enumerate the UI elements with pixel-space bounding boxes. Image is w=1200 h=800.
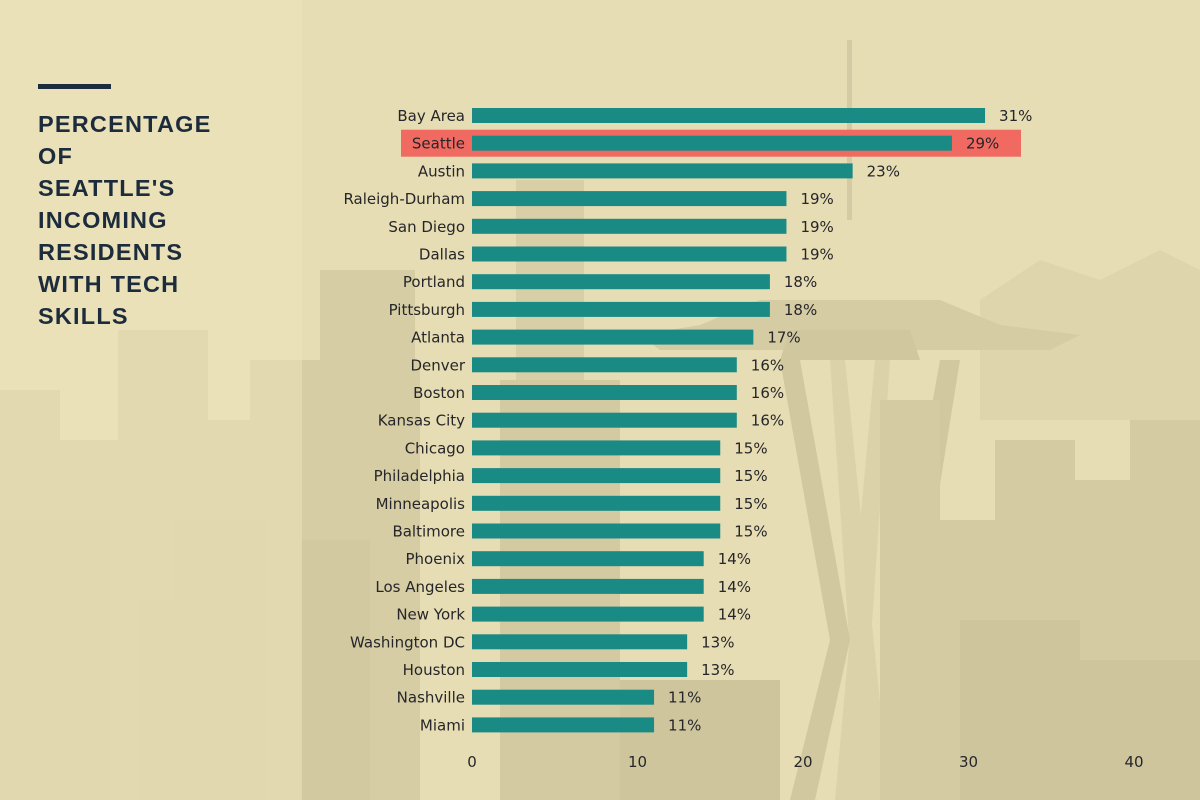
- value-label: 11%: [668, 689, 701, 707]
- bar: [472, 662, 688, 677]
- bar: [472, 218, 787, 234]
- title-panel: [0, 0, 302, 800]
- value-label: 19%: [800, 246, 833, 264]
- chart-title-line: OF: [38, 143, 74, 169]
- category-label: New York: [396, 606, 465, 624]
- bar: [472, 191, 787, 207]
- chart-title-line: SEATTLE'S: [38, 175, 176, 201]
- value-label: 19%: [800, 190, 833, 208]
- bar: [472, 689, 655, 705]
- bar: [472, 717, 655, 733]
- bar: [472, 357, 737, 373]
- bar: [472, 578, 704, 594]
- bar: [472, 385, 737, 400]
- value-label: 15%: [734, 467, 767, 485]
- value-label: 16%: [751, 356, 784, 374]
- chart-title-line: RESIDENTS: [38, 239, 184, 265]
- x-tick-label: 40: [1124, 753, 1143, 771]
- x-tick-label: 30: [959, 753, 978, 771]
- category-label: Portland: [403, 273, 465, 291]
- value-label: 15%: [734, 523, 767, 541]
- category-label: Philadelphia: [374, 467, 465, 485]
- category-label: Los Angeles: [375, 578, 465, 596]
- bar: [472, 246, 787, 262]
- title-rule: [38, 84, 111, 89]
- bar: [472, 135, 952, 151]
- category-label: Denver: [410, 356, 465, 374]
- category-label: Chicago: [405, 439, 465, 457]
- value-label: 15%: [734, 439, 767, 457]
- chart-title-line: PERCENTAGE: [38, 111, 212, 137]
- bar: [472, 523, 721, 539]
- bar: [472, 606, 704, 622]
- value-label: 14%: [718, 578, 751, 596]
- category-label: Kansas City: [378, 412, 465, 430]
- value-label: 14%: [718, 550, 751, 568]
- category-label: Dallas: [419, 246, 465, 264]
- category-label: Washington DC: [350, 633, 465, 651]
- value-label: 13%: [701, 633, 734, 651]
- bar: [472, 495, 721, 511]
- category-label: Phoenix: [405, 550, 465, 568]
- category-label: Raleigh-Durham: [343, 190, 465, 208]
- category-label: Austin: [418, 162, 465, 180]
- bar: [472, 163, 853, 179]
- value-label: 17%: [767, 329, 800, 347]
- category-label: Baltimore: [392, 523, 465, 541]
- value-label: 11%: [668, 716, 701, 734]
- value-label: 16%: [751, 384, 784, 402]
- value-label: 14%: [718, 606, 751, 624]
- value-label: 23%: [867, 162, 900, 180]
- category-label: Houston: [403, 661, 465, 679]
- chart-title: PERCENTAGE OF SEATTLE'S INCOMING RESIDENTS WI…: [38, 108, 278, 332]
- chart-title-line: WITH TECH: [38, 271, 180, 297]
- bar: [472, 274, 770, 290]
- chart-title-line: SKILLS: [38, 303, 129, 329]
- bar: [472, 634, 688, 650]
- value-label: 13%: [701, 661, 734, 679]
- value-label: 31%: [999, 107, 1032, 125]
- x-tick-label: 0: [467, 753, 477, 771]
- bar: [472, 301, 770, 317]
- bar: [472, 412, 737, 428]
- value-label: 29%: [966, 135, 999, 153]
- value-label: 19%: [800, 218, 833, 236]
- value-label: 16%: [751, 412, 784, 430]
- value-label: 18%: [784, 273, 817, 291]
- category-label: Pittsburgh: [389, 301, 465, 319]
- bar: [472, 108, 986, 123]
- value-label: 15%: [734, 495, 767, 513]
- category-label: Boston: [413, 384, 465, 402]
- category-label: Nashville: [397, 689, 465, 707]
- category-label: Minneapolis: [376, 495, 466, 513]
- bar: [472, 329, 754, 345]
- chart-title-line: INCOMING: [38, 207, 168, 233]
- category-label: Seattle: [412, 135, 465, 153]
- category-label: Bay Area: [397, 107, 465, 125]
- bar: [472, 468, 721, 484]
- x-tick-label: 10: [628, 753, 647, 771]
- category-label: Miami: [420, 716, 465, 734]
- category-label: San Diego: [388, 218, 465, 236]
- bar: [472, 440, 721, 456]
- x-tick-label: 20: [793, 753, 812, 771]
- category-label: Atlanta: [411, 329, 465, 347]
- bar: [472, 551, 704, 567]
- value-label: 18%: [784, 301, 817, 319]
